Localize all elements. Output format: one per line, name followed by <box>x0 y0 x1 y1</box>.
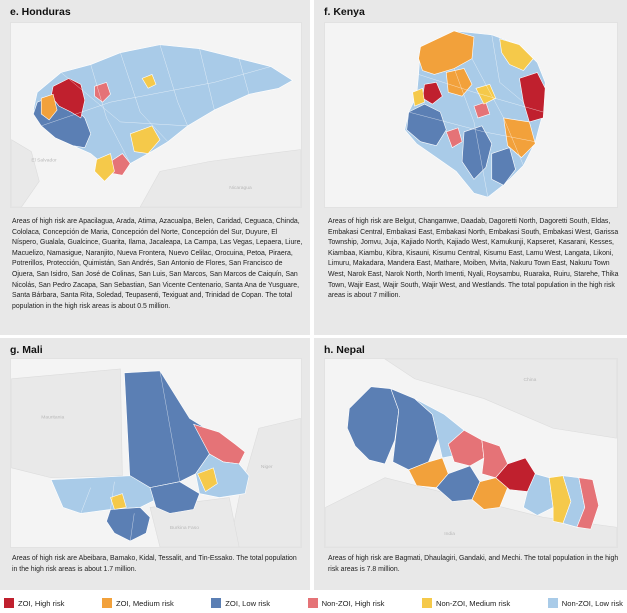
panel-text-honduras: Areas of high risk are Apacilagua, Arada… <box>12 218 303 310</box>
label-india: India <box>444 531 455 537</box>
legend-label-zoi-medium: ZOI, Medium risk <box>115 598 174 608</box>
honduras-region-zoi-medium <box>40 93 58 121</box>
legend-label-zoi-low: ZOI, Low risk <box>225 598 271 608</box>
legend-swatch-nonzoi-medium <box>421 598 432 608</box>
legend-label-nonzoi-medium: Non-ZOI, Medium risk <box>435 598 511 608</box>
map-honduras-svg: El Salvador Nicaragua <box>11 23 301 207</box>
panel-text-kenya: Areas of high risk are Belgut, Changamwe… <box>328 218 619 300</box>
panel-mali: g. Mali Mauritania Niger Burkina Faso <box>0 338 310 590</box>
map-nepal-svg: India China <box>325 359 617 547</box>
kenya-region-zoi-low-south <box>461 125 493 180</box>
legend-swatch-zoi-low <box>211 598 222 608</box>
label-burkina-faso: Burkina Faso <box>170 525 199 531</box>
kenya-region-nonzoi-medium-north <box>499 38 534 71</box>
map-mali-svg: Mauritania Niger Burkina Faso <box>11 359 301 547</box>
legend-item-zoi-medium: ZOI, Medium risk <box>101 598 174 608</box>
legend-swatch-zoi-high <box>4 598 14 608</box>
label-niger: Niger <box>261 464 273 470</box>
panel-title-mali: g. Mali <box>10 344 43 356</box>
legend-item-nonzoi-high: Non-ZOI, High risk <box>307 598 385 608</box>
legend-item-nonzoi-low: Non-ZOI, Low risk <box>547 598 623 608</box>
honduras-region-nonzoi-medium-b <box>94 153 115 182</box>
legend-swatch-nonzoi-low <box>547 598 558 608</box>
label-el-salvador: El Salvador <box>31 157 57 163</box>
legend-label-zoi-high: ZOI, High risk <box>18 598 65 608</box>
label-nicaragua: Nicaragua <box>229 185 252 191</box>
legend: ZOI, High risk ZOI, Medium risk ZOI, Low… <box>0 593 627 613</box>
legend-item-nonzoi-medium: Non-ZOI, Medium risk <box>421 598 511 608</box>
kenya-region-nonzoi-medium-central <box>475 83 497 105</box>
map-nepal: India China <box>324 358 618 548</box>
panel-title-kenya: f. Kenya <box>324 6 365 18</box>
legend-label-nonzoi-high: Non-ZOI, High risk <box>321 598 385 608</box>
kenya-region-zoi-medium-east <box>503 117 536 158</box>
mali-region-nonzoi-medium <box>197 467 218 493</box>
map-mali: Mauritania Niger Burkina Faso <box>10 358 302 548</box>
mali-region-zoi-low-south <box>106 507 151 542</box>
panel-honduras: e. Honduras El Salvador Nicaragua <box>0 0 310 335</box>
map-honduras: El Salvador Nicaragua <box>10 22 302 208</box>
kenya-region-nonzoi-high <box>445 127 463 149</box>
kenya-region-zoi-low-coast <box>491 147 516 186</box>
panel-text-nepal: Areas of high risk are Bagmati, Dhaulagi… <box>328 555 619 573</box>
nepal-region-nonzoi-high-mechi <box>576 477 599 530</box>
legend-swatch-nonzoi-high <box>307 598 318 608</box>
mali-region-nonzoi-medium-south <box>110 493 127 510</box>
label-mauritania: Mauritania <box>41 414 64 420</box>
honduras-region-nonzoi-medium-c <box>141 74 157 89</box>
kenya-region-nonzoi-high-b <box>473 101 491 119</box>
panel-title-nepal: h. Nepal <box>324 344 365 356</box>
kenya-region-zoi-low-west <box>406 103 447 147</box>
panel-kenya: f. Kenya <box>314 0 627 335</box>
legend-label-nonzoi-low: Non-ZOI, Low risk <box>561 598 623 608</box>
panel-text-mali: Areas of high risk are Abeibara, Bamako,… <box>12 555 297 573</box>
panel-title-honduras: e. Honduras <box>10 6 71 18</box>
legend-swatch-zoi-medium <box>101 598 112 608</box>
legend-item-zoi-high: ZOI, High risk <box>4 598 64 608</box>
map-kenya <box>324 22 618 208</box>
honduras-region-nonzoi-high <box>94 81 111 103</box>
map-kenya-svg <box>325 23 617 207</box>
label-china: China <box>523 377 536 383</box>
kenya-region-nonzoi-medium-west <box>412 87 425 107</box>
nepal-region-zoi-low-farwest <box>347 386 400 465</box>
panel-nepal: h. Nepal India China <box>314 338 627 590</box>
honduras-region-nonzoi-medium-a <box>129 125 161 154</box>
legend-item-zoi-low: ZOI, Low risk <box>211 598 270 608</box>
